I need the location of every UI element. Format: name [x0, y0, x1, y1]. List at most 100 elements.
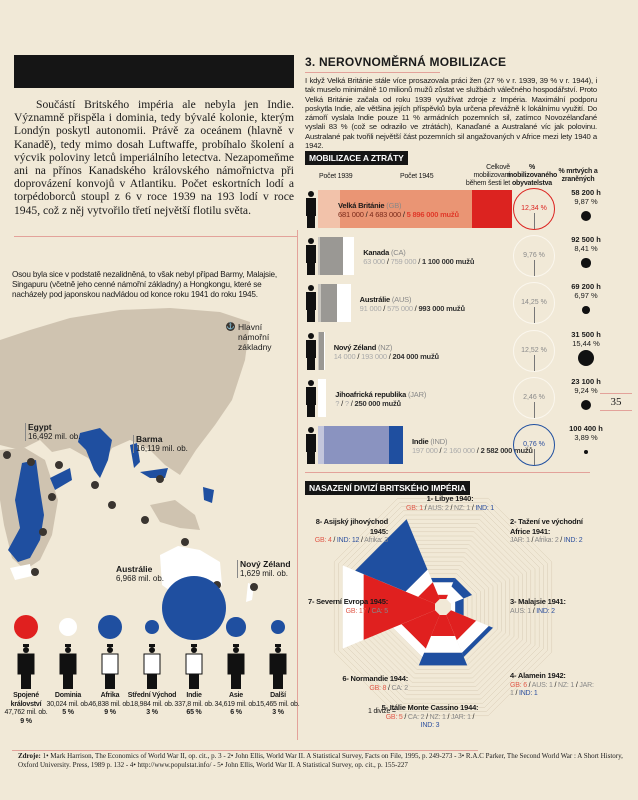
section-paragraph: I když Velká Británie stále více prosazo…: [305, 76, 597, 151]
losses: 23 100 h 9,24 %: [565, 377, 607, 411]
divider: [305, 472, 590, 473]
grid-ring: [350, 514, 536, 700]
header-total: Celkově mobilizovaní během šesti let: [465, 164, 510, 187]
mobilization-row: Austrálie (AUS) 91 000 / 575 000 / 993 00…: [305, 282, 605, 324]
division-band: [431, 578, 455, 583]
division-band: [355, 519, 428, 592]
section-title: 3. NEROVNOMĚRNÁ MOBILIZACE: [305, 55, 507, 69]
country-label: Nový Zéland (NZ) 14 000 / 193 000 / 204 0…: [333, 343, 439, 361]
indicator-stem: [534, 260, 535, 276]
campaign-label: 7- Severní Evropa 1945: GB: 17 / CA: 5: [307, 597, 388, 615]
soldier-icon: [306, 333, 316, 370]
mobilization-row: Indie (IND) 197 000 / 2 160 000 / 2 582 0…: [305, 424, 605, 466]
losses-dot: [582, 306, 590, 314]
scale-label: 1 divize =: [368, 708, 396, 715]
bar-1945: [318, 284, 337, 322]
soldier-icon: [306, 380, 316, 417]
mobilization-tag: MOBILIZACE A ZTRÁTY: [305, 151, 408, 165]
population-bubble: [145, 620, 159, 634]
population-bubble: [14, 615, 38, 639]
soldier-icon: [306, 238, 316, 275]
pct-mobilized-circle: 14,25 %: [513, 282, 555, 324]
sources: Zdroje: 1• Mark Harrison, The Economics …: [18, 752, 623, 769]
pct-mobilized-circle: 12,52 %: [513, 330, 555, 372]
grid-ring: [342, 506, 544, 708]
division-band: [437, 594, 449, 599]
grid-ring: [354, 518, 532, 696]
naval-bases: [3, 451, 258, 591]
division-band: [418, 652, 468, 666]
division-band: [418, 582, 440, 604]
division-band: [363, 574, 435, 640]
losses-dot: [580, 399, 592, 411]
title-underline: [305, 72, 440, 73]
person-figure-icon: [59, 644, 77, 689]
person-figure-icon: [185, 644, 203, 689]
divisions-radar-chart: [333, 497, 553, 717]
campaign-label: 5- Itálie Monte Cassino 1944: GB: 5 / CA:…: [381, 703, 479, 729]
losses-dot: [581, 258, 591, 268]
losses: 92 500 h 8,41 %: [565, 235, 607, 268]
population-bubble: [98, 615, 122, 639]
bar-1939: [318, 284, 321, 322]
bar-1939: [318, 190, 341, 228]
division-band: [451, 578, 472, 599]
population-bubble: [59, 618, 77, 636]
pct-mobilized-circle: 9,76 %: [513, 235, 555, 277]
losses-dot: [583, 449, 589, 455]
soldier-icon: [306, 191, 316, 228]
map-label-new-zealand: Nový Zéland 1,629 mil. ob.: [237, 560, 291, 578]
grid-ring: [338, 502, 548, 712]
campaign-label: 4- Alamein 1942: GB: 6 / AUS: 1 / NZ: 1 /…: [510, 671, 594, 697]
losses-dot: [577, 349, 595, 367]
division-band: [451, 601, 456, 613]
person-figure-icon: [17, 644, 35, 689]
division-band: [446, 610, 477, 641]
indicator-stem: [534, 213, 535, 229]
population-label: Střední Východ 18,984 mil. ob. 3 %: [127, 692, 177, 716]
division-band: [455, 598, 464, 616]
division-band: [405, 569, 433, 597]
pct-mobilized-circle: 12,34 %: [513, 188, 555, 230]
bar-total: [318, 379, 327, 417]
population-bubble: [226, 617, 246, 637]
column-divider: [297, 230, 298, 740]
division-band: [446, 586, 464, 604]
bar-1939: [318, 237, 321, 275]
population-label: Dominia 30,024 mil. ob. 5 %: [46, 692, 90, 716]
country-label: Jihoafrická republika (JAR)? / ? / 250 0…: [335, 390, 427, 408]
map-label-egypt: Egypt 16,492 mil. ob.: [25, 423, 80, 441]
person-figure-icon: [101, 644, 119, 689]
population-label: Afrika 46,838 mil. ob. 9 %: [88, 692, 132, 716]
bar-1939: [318, 426, 325, 464]
indicator-stem: [534, 402, 535, 418]
population-label: Indie 337,8 mil. ob. 65 %: [174, 692, 214, 716]
anchor-icon: ⚓: [226, 322, 235, 331]
pct-mobilized-circle: 2,46 %: [513, 377, 555, 419]
page-number: 35: [600, 393, 632, 411]
losses: 31 500 h 15,44 %: [565, 330, 607, 367]
header-pct-mobilized: % mobilizovaného obyvatelstva: [507, 164, 558, 187]
divider: [12, 750, 478, 751]
population-label: Asie 34,619 mil. ob. 6 %: [214, 692, 258, 716]
losses-dot: [580, 210, 592, 222]
division-band: [342, 565, 364, 649]
british-colonies: [8, 428, 214, 562]
country-label: Austrálie (AUS) 91 000 / 575 000 / 993 00…: [359, 295, 465, 313]
country-label: Kanada (CA) 63 000 / 759 000 / 1 100 000 …: [363, 248, 475, 266]
mobilization-row: Kanada (CA) 63 000 / 759 000 / 1 100 000 …: [305, 235, 605, 277]
divisions-tag: NASAZENÍ DIVIZÍ BRITSKÉHO IMPÉRIA: [305, 481, 470, 495]
mobilization-row: Jihoafrická republika (JAR)? / ? / 250 0…: [305, 377, 605, 419]
losses: 100 400 h 3,89 %: [565, 424, 607, 455]
mobilization-row: Velká Británie (GB) 681 000 / 4 683 000 /…: [305, 188, 605, 230]
campaign-label: 8- Asijský jihovýchod 1945: GB: 4 / IND: …: [314, 517, 388, 544]
indicator-stem: [534, 449, 535, 465]
division-band: [432, 582, 454, 595]
division-band: [456, 620, 489, 653]
country-label: Velká Británie (GB) 681 000 / 4 683 000 /…: [338, 201, 459, 219]
land: [0, 308, 250, 570]
header-1945: Počet 1945: [400, 173, 434, 180]
person-figure-icon: [269, 644, 287, 689]
lead-paragraph: Součástí Britského impéria ale nebyla je…: [14, 98, 294, 217]
bar-1945: [318, 332, 325, 370]
